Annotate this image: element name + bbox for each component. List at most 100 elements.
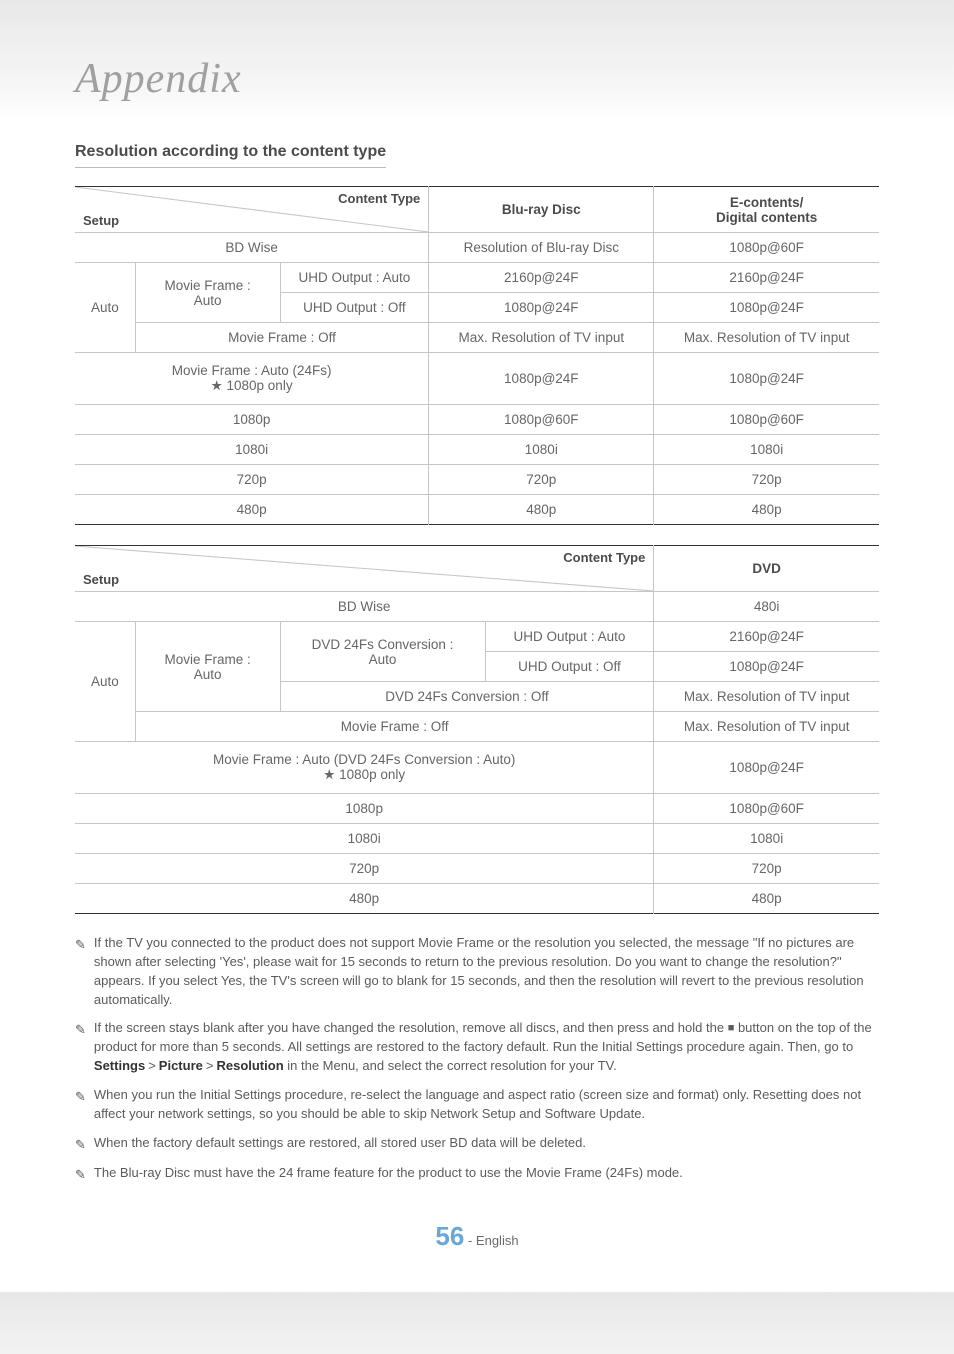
notes-list: ✎ If the TV you connected to the product… xyxy=(75,934,879,1185)
row-mf24fs: Movie Frame : Auto (24Fs) ★ 1080p only 1… xyxy=(75,353,879,405)
cell: Max. Resolution of TV input xyxy=(654,712,879,742)
cell-auto: Auto xyxy=(75,622,135,742)
row-bdwise: BD Wise Resolution of Blu-ray Disc 1080p… xyxy=(75,233,879,263)
note-text: If the TV you connected to the product d… xyxy=(94,934,879,1009)
note-icon: ✎ xyxy=(75,1019,86,1076)
cell: 720p xyxy=(75,854,654,884)
text-fragment: in the Menu, and select the correct reso… xyxy=(284,1058,617,1073)
table2-diag-header: Setup Content Type xyxy=(75,546,654,592)
cell: Movie Frame : Off xyxy=(135,323,428,353)
cell: 480p xyxy=(654,495,879,525)
resolution-table-bluray: Setup Content Type Blu-ray Disc E-conten… xyxy=(75,186,879,525)
row-480p: 480p480p480p xyxy=(75,495,879,525)
note-text: When the factory default settings are re… xyxy=(94,1134,586,1155)
cell: Movie Frame : Auto xyxy=(135,622,280,712)
cell: Movie Frame : Auto xyxy=(135,263,280,323)
cell: 720p xyxy=(654,465,879,495)
note-item: ✎ When you run the Initial Settings proc… xyxy=(75,1086,879,1124)
cell: 1080p@24F xyxy=(429,293,654,323)
cell: Resolution of Blu-ray Disc xyxy=(429,233,654,263)
table1-diag-header: Setup Content Type xyxy=(75,187,429,233)
cell: 720p xyxy=(654,854,879,884)
cell: DVD 24Fs Conversion : Auto xyxy=(280,622,485,682)
cell: Max. Resolution of TV input xyxy=(654,682,879,712)
row-mfoff: Movie Frame : Off Max. Resolution of TV … xyxy=(75,323,879,353)
cell: Max. Resolution of TV input xyxy=(654,323,879,353)
cell: 1080p@24F xyxy=(654,293,879,323)
row-bdwise: BD Wise 480i xyxy=(75,592,879,622)
menu-path-resolution: Resolution xyxy=(216,1058,283,1073)
note-icon: ✎ xyxy=(75,1086,86,1124)
row-auto-uhdauto: Auto Movie Frame : Auto DVD 24Fs Convers… xyxy=(75,622,879,652)
cell: 1080i xyxy=(75,435,429,465)
cell: 1080p@24F xyxy=(429,353,654,405)
cell: 1080p@60F xyxy=(654,794,879,824)
resolution-table-dvd: Setup Content Type DVD BD Wise 480i Auto… xyxy=(75,545,879,914)
content-type-label: Content Type xyxy=(563,550,645,565)
cell: 720p xyxy=(75,465,429,495)
cell: 480i xyxy=(654,592,879,622)
cell: 1080p@60F xyxy=(429,405,654,435)
note-item: ✎ When the factory default settings are … xyxy=(75,1134,879,1155)
row-720p: 720p720p xyxy=(75,854,879,884)
cell: 2160p@24F xyxy=(654,263,879,293)
col-dvd: DVD xyxy=(654,546,879,592)
setup-label: Setup xyxy=(83,213,119,228)
page-title: Appendix xyxy=(75,55,879,103)
content-type-label: Content Type xyxy=(338,191,420,206)
note-icon: ✎ xyxy=(75,1164,86,1185)
cell: 1080i xyxy=(654,824,879,854)
cell: 2160p@24F xyxy=(654,622,879,652)
menu-path-picture: Picture xyxy=(159,1058,203,1073)
cell: BD Wise xyxy=(75,592,654,622)
row-1080p: 1080p1080p@60F xyxy=(75,794,879,824)
cell: 1080i xyxy=(654,435,879,465)
note-item: ✎ The Blu-ray Disc must have the 24 fram… xyxy=(75,1164,879,1185)
note-text: If the screen stays blank after you have… xyxy=(94,1019,879,1076)
note-text: When you run the Initial Settings proced… xyxy=(94,1086,879,1124)
row-1080i: 1080i1080i xyxy=(75,824,879,854)
cell: BD Wise xyxy=(75,233,429,263)
page-footer: 56 - English xyxy=(75,1221,879,1252)
row-720p: 720p720p720p xyxy=(75,465,879,495)
note-text: The Blu-ray Disc must have the 24 frame … xyxy=(94,1164,683,1185)
row-480p: 480p480p xyxy=(75,884,879,914)
note-icon: ✎ xyxy=(75,934,86,1009)
cell: Movie Frame : Auto (24Fs) ★ 1080p only xyxy=(75,353,429,405)
cell: Movie Frame : Off xyxy=(135,712,654,742)
cell: 480p xyxy=(75,884,654,914)
menu-path-settings: Settings xyxy=(94,1058,145,1073)
row-auto-uhdauto: Auto Movie Frame : Auto UHD Output : Aut… xyxy=(75,263,879,293)
cell: UHD Output : Auto xyxy=(280,263,429,293)
note-item: ✎ If the screen stays blank after you ha… xyxy=(75,1019,879,1076)
cell-auto: Auto xyxy=(75,263,135,353)
cell: 1080p@60F xyxy=(654,405,879,435)
cell: 480p xyxy=(654,884,879,914)
row-mfoff: Movie Frame : Off Max. Resolution of TV … xyxy=(75,712,879,742)
cell: DVD 24Fs Conversion : Off xyxy=(280,682,654,712)
note-icon: ✎ xyxy=(75,1134,86,1155)
cell: 1080p@60F xyxy=(654,233,879,263)
cell: 480p xyxy=(75,495,429,525)
cell: 480p xyxy=(429,495,654,525)
cell: UHD Output : Off xyxy=(485,652,654,682)
cell: UHD Output : Off xyxy=(280,293,429,323)
cell: 720p xyxy=(429,465,654,495)
cell: Movie Frame : Auto (DVD 24Fs Conversion … xyxy=(75,742,654,794)
cell: 1080p@24F xyxy=(654,742,879,794)
cell: 1080i xyxy=(429,435,654,465)
page-number: 56 xyxy=(435,1221,464,1251)
row-1080p: 1080p1080p@60F1080p@60F xyxy=(75,405,879,435)
col-econtents: E-contents/ Digital contents xyxy=(654,187,879,233)
text-fragment: If the screen stays blank after you have… xyxy=(94,1020,728,1035)
section-heading: Resolution according to the content type xyxy=(75,143,386,168)
cell: UHD Output : Auto xyxy=(485,622,654,652)
cell: 1080p xyxy=(75,405,429,435)
row-1080i: 1080i1080i1080i xyxy=(75,435,879,465)
row-mf24fs: Movie Frame : Auto (DVD 24Fs Conversion … xyxy=(75,742,879,794)
setup-label: Setup xyxy=(83,572,119,587)
note-item: ✎ If the TV you connected to the product… xyxy=(75,934,879,1009)
cell: 1080p@24F xyxy=(654,652,879,682)
cell: 2160p@24F xyxy=(429,263,654,293)
col-bluray: Blu-ray Disc xyxy=(429,187,654,233)
